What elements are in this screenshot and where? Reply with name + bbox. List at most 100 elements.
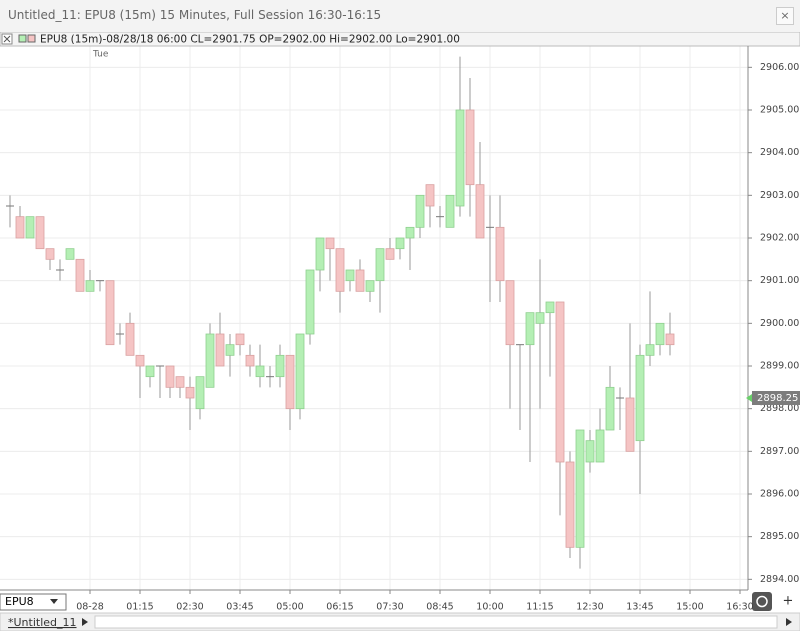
candle-body — [245, 354, 255, 367]
title-bar: Untitled_11: EPU8 (15m) 15 Minutes, Full… — [0, 0, 800, 33]
scrollbar[interactable] — [94, 615, 778, 629]
last-price-box — [752, 391, 800, 405]
y-tick-label: 2896.00 — [760, 489, 799, 500]
candle-body — [315, 237, 325, 271]
refresh-button[interactable] — [752, 592, 772, 611]
candle-body — [595, 429, 605, 463]
candle-body — [525, 312, 535, 346]
x-tick-label: 06:15 — [326, 602, 353, 613]
candle-body — [215, 333, 225, 367]
y-tick-label: 2894.00 — [760, 574, 799, 585]
scroll-right-left[interactable] — [82, 618, 88, 626]
y-tick-label: 2901.00 — [760, 275, 799, 286]
candle-body — [345, 269, 355, 282]
x-tick-label: 02:30 — [176, 602, 203, 613]
y-tick-label: 2906.00 — [760, 62, 799, 73]
symbol-text: EPU8 — [5, 595, 34, 608]
scroll-right[interactable] — [786, 618, 792, 626]
tab[interactable]: *Untitled_11 — [8, 616, 77, 629]
candle-body — [395, 237, 405, 250]
candle-body — [185, 386, 195, 399]
chart: EPU8 (15m)-08/28/18 06:00 CL=2901.75 OP=… — [0, 32, 800, 631]
legend-down — [27, 34, 36, 43]
add-button[interactable]: + — [783, 594, 794, 609]
candle-body — [655, 322, 665, 346]
y-tick-label: 2898.00 — [760, 403, 799, 414]
close-button[interactable]: × — [776, 7, 794, 25]
candle-body — [455, 109, 465, 207]
candle-body — [645, 344, 655, 356]
candle-body — [225, 344, 235, 356]
candle-body — [195, 376, 205, 410]
candle-body — [105, 280, 115, 346]
candle-body — [665, 333, 675, 346]
day-label: Tue — [92, 50, 109, 60]
info-strip — [0, 32, 800, 47]
x-tick-label: 07:30 — [376, 602, 403, 613]
candle-body — [305, 269, 315, 335]
x-tick-label: 11:15 — [526, 602, 553, 613]
candle-body — [425, 184, 435, 207]
x-tick-label: 03:45 — [226, 602, 253, 613]
y-tick-label: 2905.00 — [760, 105, 799, 116]
refresh-icon — [756, 595, 768, 608]
candle-body — [145, 365, 155, 378]
candle-body — [375, 248, 385, 282]
window-title: Untitled_11: EPU8 (15m) 15 Minutes, Full… — [8, 8, 382, 22]
x-tick-label: 12:30 — [576, 602, 603, 613]
x-tick-label: 10:00 — [476, 602, 503, 613]
legend-up — [18, 34, 27, 43]
y-tick-label: 2902.00 — [760, 233, 799, 244]
candle-body — [85, 280, 95, 292]
candle-body — [45, 248, 55, 260]
symbol-select[interactable] — [0, 593, 67, 611]
candle-body — [325, 237, 335, 250]
candle-body — [545, 301, 555, 314]
candle-body — [495, 226, 505, 282]
candle-body — [385, 248, 395, 260]
candle-body — [255, 365, 265, 378]
candle-body — [295, 333, 305, 410]
close-icon — [3, 35, 11, 43]
candle-body — [75, 258, 85, 292]
candle-body — [575, 429, 585, 548]
candle-body — [285, 354, 295, 410]
y-tick-label: 2900.00 — [760, 318, 799, 329]
y-tick-label: 2895.00 — [760, 531, 799, 542]
candle-body — [135, 354, 145, 367]
candle-body — [25, 216, 35, 239]
y-tick-label: 2904.00 — [760, 147, 799, 158]
candle-body — [405, 226, 415, 239]
candle-body — [15, 216, 25, 239]
candle-body — [275, 354, 285, 378]
candle-body — [555, 301, 565, 463]
candle-body — [535, 312, 545, 324]
y-tick-label: 2897.00 — [760, 446, 799, 457]
candle-body — [125, 322, 135, 356]
candle-body — [355, 269, 365, 292]
x-tick-label: 08-28 — [76, 602, 104, 613]
candle-body — [445, 194, 455, 228]
candle-body — [625, 397, 635, 452]
dropdown-arrow — [50, 599, 58, 604]
candle-body — [65, 248, 75, 260]
candle-body — [605, 386, 615, 431]
x-tick-label: 08:45 — [426, 602, 453, 613]
x-tick-label: 13:45 — [626, 602, 653, 613]
candle-body — [35, 216, 45, 250]
candle-body — [365, 280, 375, 292]
candle-body — [635, 354, 645, 442]
x-tick-label: 01:15 — [126, 602, 153, 613]
candle-body — [585, 440, 595, 463]
candle-body — [165, 365, 175, 388]
candle-body — [465, 109, 475, 186]
x-tick-label: 05:00 — [276, 602, 303, 613]
candle-body — [205, 333, 215, 388]
y-tick-label: 2899.00 — [760, 361, 799, 372]
candle-body — [235, 333, 245, 346]
y-tick-label: 2903.00 — [760, 190, 799, 201]
candle-body — [505, 280, 515, 346]
candle-body — [415, 194, 425, 228]
x-tick-label: 15:00 — [676, 602, 703, 613]
